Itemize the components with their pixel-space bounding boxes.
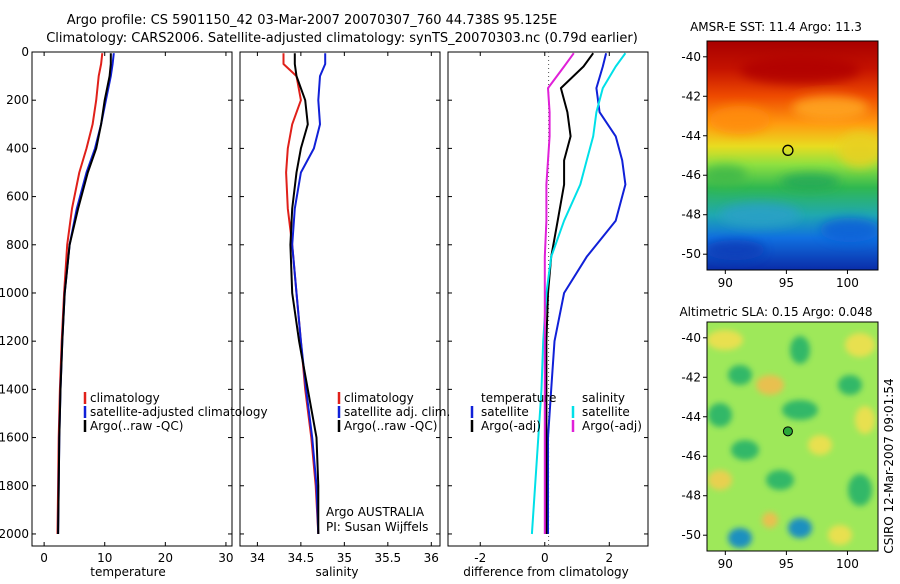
y-tick-label: 200 [6,93,29,107]
x-tick-label: 35.5 [374,551,401,565]
figure-title-line1: Argo profile: CS 5901150_42 03-Mar-2007 … [67,13,557,28]
temperature-legend: climatology satellite-adjusted climatolo… [83,391,268,433]
temperature-xlabel: temperature [90,565,165,579]
map-y-tick-label: -46 [681,168,701,182]
x-tick-label: 35 [337,551,352,565]
x-tick-label: 30 [218,551,233,565]
map-y-tick-label: -44 [681,410,701,424]
legend-heading-salinity: salinity [582,391,625,405]
sla-map-frame [706,321,879,552]
sst-argo-location-marker [782,144,794,156]
legend-label: Argo(-adj) [481,419,541,433]
sst-map-axes: 90 95 100 -40 -42 -44 -46 -48 -50 [681,50,859,290]
timestamp-vertical-label: CSIRO 12-Mar-2007 09:01:54 [882,378,896,553]
argo-australia-annotation: Argo AUSTRALIA [326,505,425,519]
difference-xlabel: difference from climatology [463,565,629,579]
map-y-tick-label: -50 [681,528,701,542]
legend-label: satellite adj. clim. [344,405,450,419]
legend-label: satellite-adjusted climatology [90,405,268,419]
figure-title-line2: Climatology: CARS2006. Satellite-adjuste… [46,31,638,46]
y-tick-label: 800 [6,238,29,252]
axes-layer: 0 10 20 30020040060080010001200140016001800… [0,45,648,565]
x-tick-label: -2 [474,551,486,565]
map-x-tick-label: 95 [779,557,794,571]
y-tick-label: 400 [6,141,29,155]
map-x-tick-label: 100 [836,276,859,290]
map-y-tick-label: -42 [681,89,701,103]
map-y-tick-label: -50 [681,247,701,261]
map-x-tick-label: 90 [718,276,733,290]
sla-map-axes: 90 95 100 -40 -42 -44 -46 -48 -50 [681,331,859,571]
legend-label: climatology [344,391,414,405]
y-tick-label: 1400 [0,382,29,396]
legend-label: Argo(-adj) [582,419,642,433]
y-tick-label: 1800 [0,479,29,493]
y-tick-label: 1600 [0,431,29,445]
profile-line-2-0 [547,52,627,534]
salinity-xlabel: salinity [315,565,358,579]
profile-line-2-2 [530,52,627,535]
profile-line-2-3 [543,52,575,534]
legend-heading-temperature: temperature [481,391,556,405]
profile-line-1-2 [289,53,320,534]
y-tick-label: 1000 [0,286,29,300]
profile-line-2-1 [545,52,595,534]
x-tick-label: 34 [250,551,265,565]
y-tick-label: 1200 [0,334,29,348]
pi-annotation: PI: Susan Wijffels [326,520,428,534]
map-y-tick-label: -44 [681,129,701,143]
map-y-tick-label: -42 [681,370,701,384]
map-y-tick-label: -48 [681,208,701,222]
sla-map-field [707,322,878,551]
y-tick-label: 0 [21,45,29,59]
temperature-panel-frame [31,51,233,547]
legend-label: Argo(..raw -QC) [344,419,437,433]
y-tick-label: 600 [6,190,29,204]
sst-map-title: AMSR-E SST: 11.4 Argo: 11.3 [690,20,862,34]
map-x-tick-label: 100 [836,557,859,571]
sla-argo-location-marker [782,426,793,437]
y-tick-label: 2000 [0,527,29,541]
sst-map-frame [706,40,879,271]
x-tick-label: 20 [158,551,173,565]
map-y-tick-label: -40 [681,331,701,345]
map-y-tick-label: -48 [681,489,701,503]
x-tick-label: 36 [424,551,439,565]
salinity-legend: climatology satellite adj. clim. Argo(..… [337,391,450,433]
x-tick-label: 10 [97,551,112,565]
salinity-panel-frame [239,51,441,547]
map-x-tick-label: 95 [779,276,794,290]
legend-label: satellite [481,405,529,419]
map-x-tick-label: 90 [718,557,733,571]
legend-label: satellite [582,405,630,419]
difference-series [530,52,627,535]
sla-map-title: Altimetric SLA: 0.15 Argo: 0.048 [679,305,872,319]
profile-line-0-2 [57,53,112,535]
map-y-tick-label: -46 [681,449,701,463]
sst-map-field [707,41,878,270]
temperature-series [56,53,115,535]
x-tick-label: 0 [40,551,48,565]
x-tick-label: 34.5 [288,551,315,565]
profile-line-1-1 [291,53,327,535]
salinity-series [282,53,327,535]
difference-legend: temperature satellite Argo(-adj) salinit… [470,391,642,433]
x-tick-label: 2 [605,551,613,565]
legend-label: climatology [90,391,160,405]
x-tick-label: 0 [541,551,549,565]
map-y-tick-label: -40 [681,50,701,64]
legend-label: Argo(..raw -QC) [90,419,183,433]
